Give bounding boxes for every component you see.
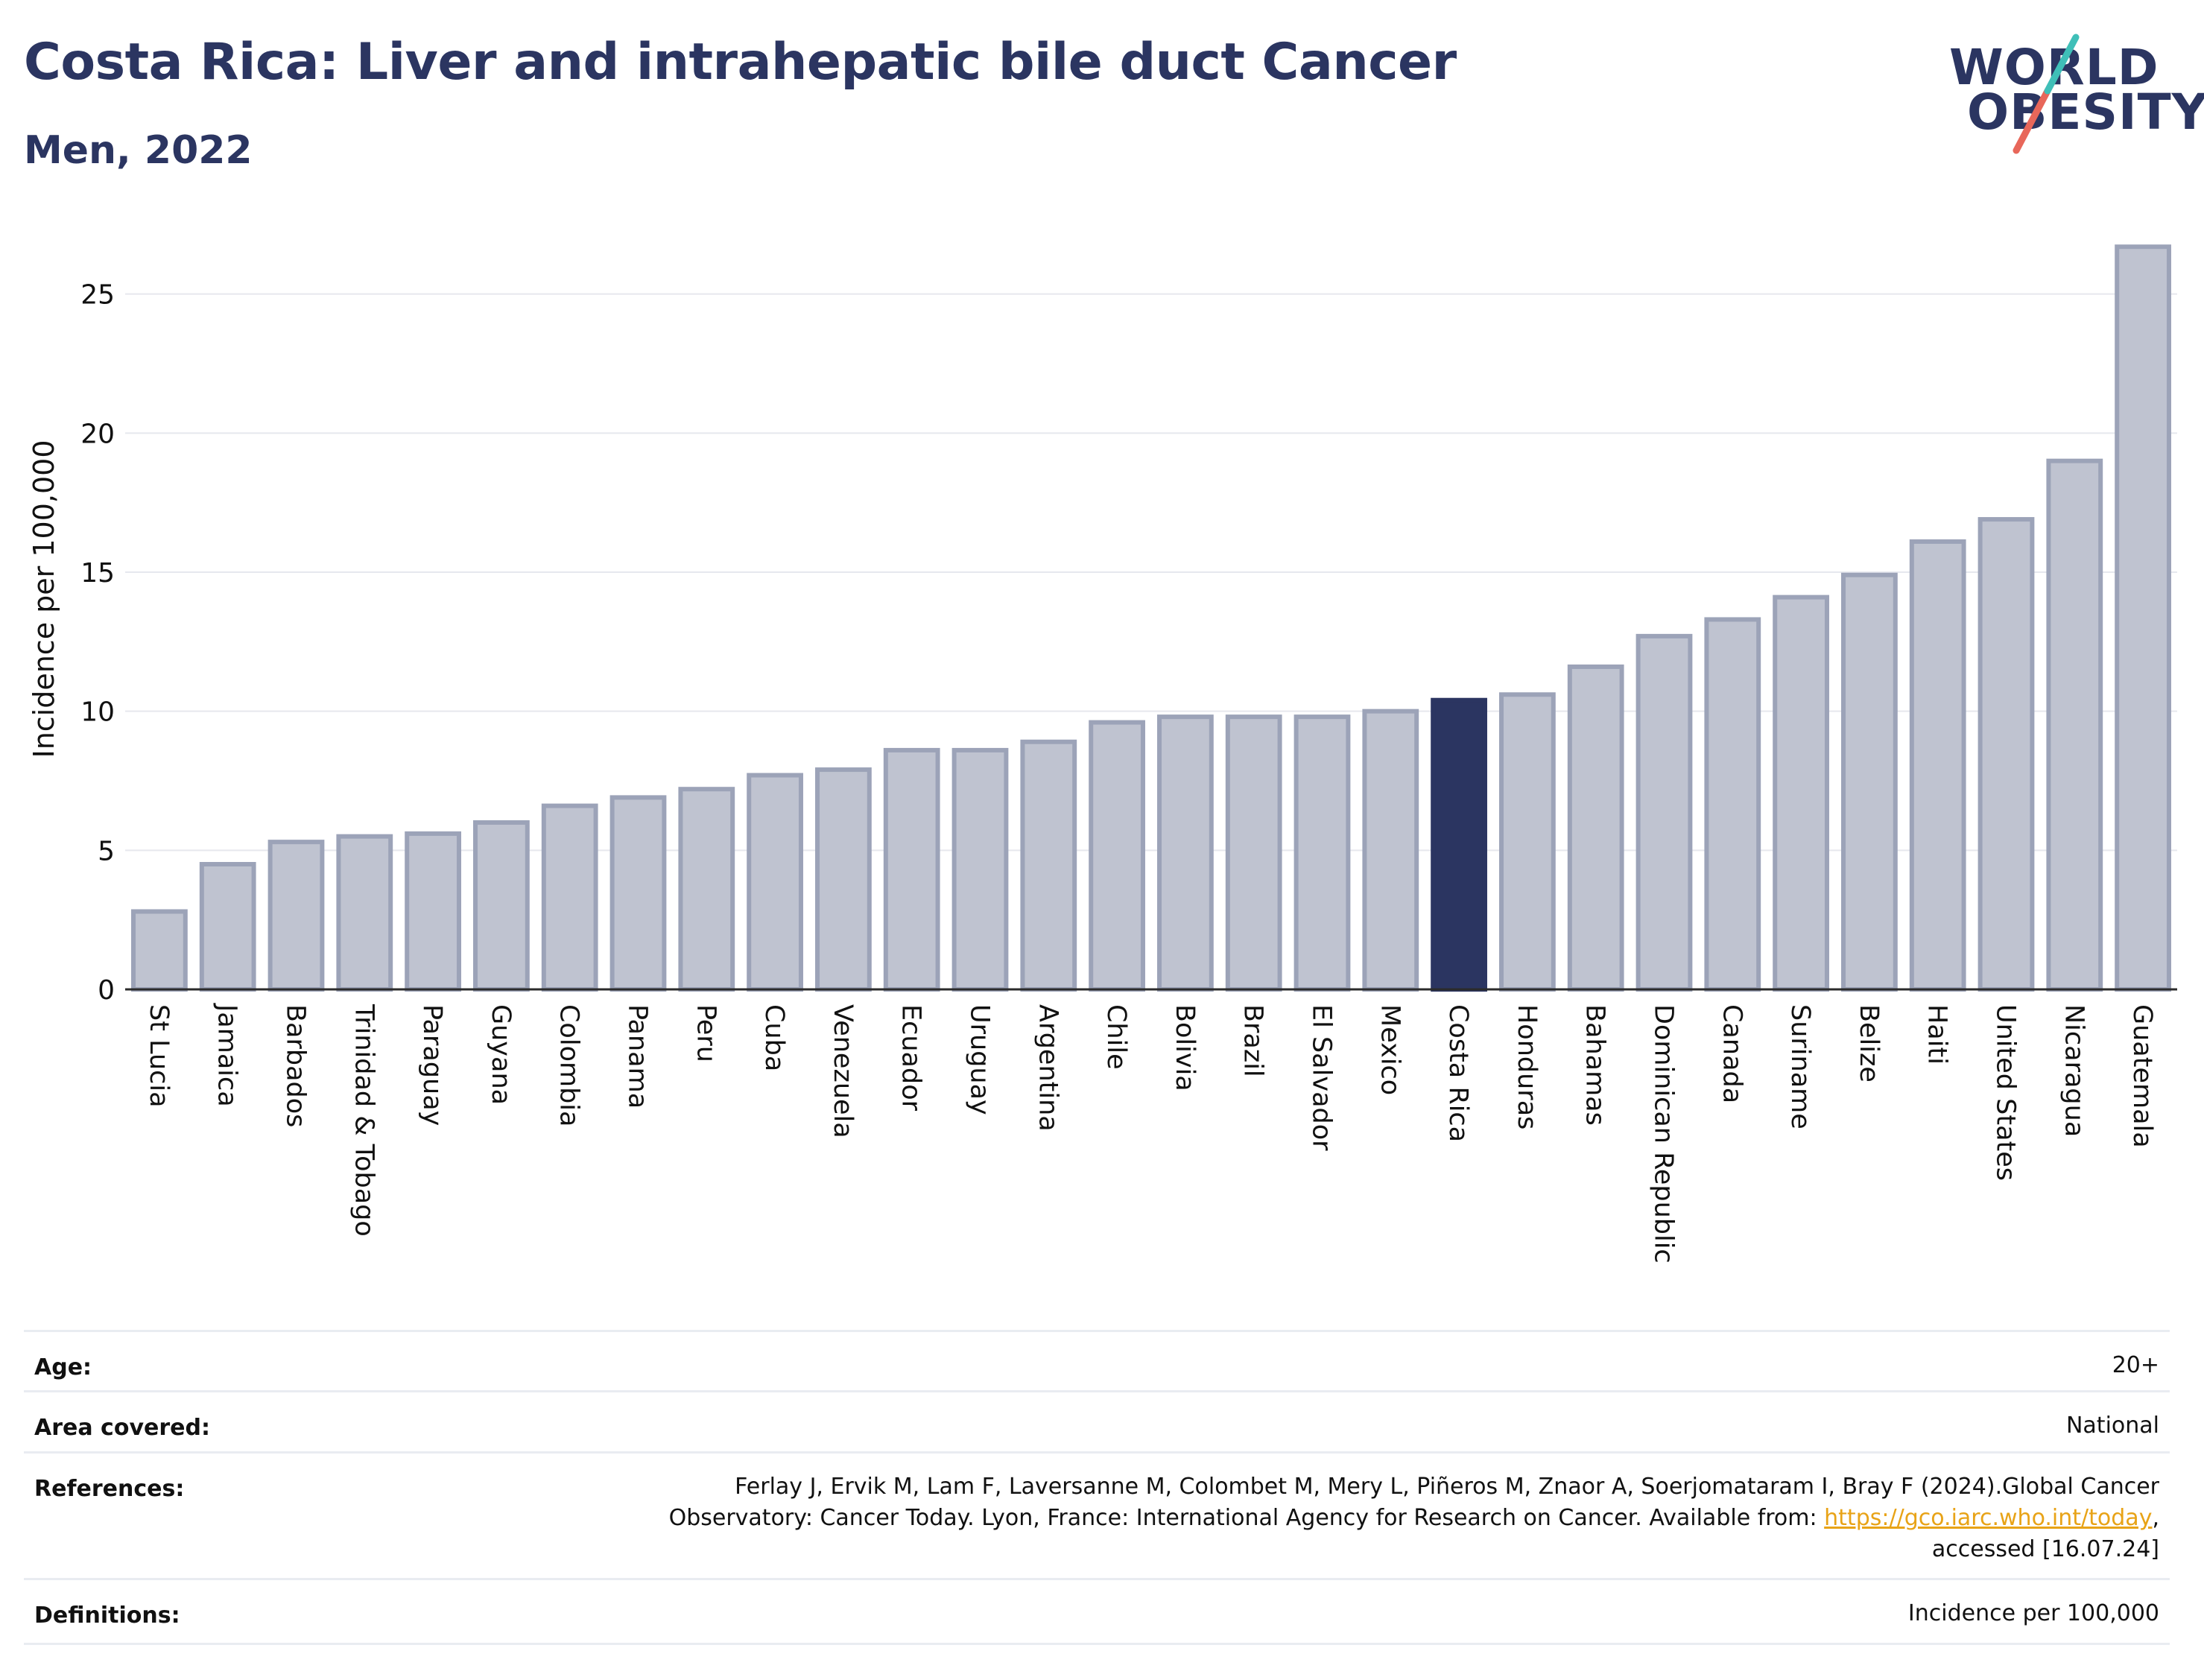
x-tick-label: Peru [691, 1004, 721, 1062]
references-line-2-text: Observatory: Cancer Today. Lyon, France:… [668, 1505, 1825, 1531]
x-tick-label: St Lucia [144, 1004, 174, 1108]
bar [1293, 714, 1351, 992]
y-axis-label: Incidence per 100,000 [28, 440, 60, 758]
bar [1089, 720, 1145, 992]
bar-chart: 0 5 10 15 20 25 St Lucia Jamaica Barbados Trinid… [28, 244, 2177, 1264]
bar [1362, 709, 1419, 992]
meta-row-references: References: Ferlay J, Ervik M, Lam F, La… [24, 1451, 2170, 1579]
bar [1567, 664, 1624, 992]
meta-row-area: Area covered: National [24, 1390, 2170, 1452]
x-tick-label: Barbados [281, 1004, 311, 1127]
references-line-1: Ferlay J, Ervik M, Lam F, Laversanne M, … [735, 1474, 2159, 1500]
bar [815, 767, 872, 992]
references-line-2-end: , [2152, 1505, 2159, 1531]
bar-highlight [1431, 697, 1487, 992]
references-line-2: Observatory: Cancer Today. Lyon, France:… [669, 1503, 2159, 1534]
bar [1909, 539, 1966, 992]
meta-age-value: 20+ [2112, 1352, 2159, 1378]
meta-row-definitions: Definitions: Incidence per 100,000 [24, 1578, 2170, 1645]
logo-line-2: OBESITY [1967, 83, 2204, 141]
bar [131, 909, 188, 992]
bar [1499, 692, 1556, 992]
x-tick-label: El Salvador [1307, 1004, 1337, 1151]
x-tick-label: Nicaragua [2059, 1004, 2089, 1137]
bar [199, 862, 256, 992]
x-tick-label: Venezuela [828, 1004, 858, 1138]
meta-definitions-value: Incidence per 100,000 [1907, 1600, 2159, 1626]
x-tick-label: Chile [1101, 1004, 1131, 1070]
bar [1841, 572, 1898, 992]
x-tick-label: Honduras [1512, 1004, 1542, 1129]
bar [1977, 517, 2035, 992]
bar [883, 747, 940, 992]
bar [2115, 244, 2171, 992]
meta-area-label: Area covered: [34, 1415, 210, 1441]
logo-slash-icon [2013, 34, 2080, 154]
x-tick-label: Uruguay [965, 1004, 995, 1115]
page-subtitle: Men, 2022 [24, 128, 253, 173]
meta-references-label: References: [34, 1476, 185, 1502]
y-tick-label: 20 [80, 419, 115, 449]
bar [336, 834, 393, 992]
x-tick-label: Argentina [1033, 1004, 1063, 1132]
x-tick-label: Haiti [1922, 1004, 1952, 1065]
y-tick-label: 10 [80, 697, 115, 728]
bar [1020, 739, 1077, 992]
meta-area-value: National [2065, 1413, 2159, 1439]
bar [541, 803, 598, 992]
x-tick-label: Guatemala [2127, 1004, 2157, 1148]
x-tick-label: Panama [623, 1004, 653, 1109]
bar [609, 795, 667, 992]
x-axis-ticks: St Lucia Jamaica Barbados Trinidad & Tobago… [144, 1003, 2157, 1264]
bar [1635, 633, 1693, 992]
meta-references-value: Ferlay J, Ervik M, Lam F, Laversanne M, … [669, 1471, 2159, 1565]
bar [473, 820, 530, 992]
bar [678, 787, 735, 992]
x-tick-label: Bahamas [1580, 1004, 1610, 1126]
bars [131, 244, 2171, 992]
references-line-3: accessed [16.07.24] [1931, 1536, 2159, 1562]
x-tick-label: Jamaica [212, 1003, 242, 1107]
bar [405, 831, 461, 992]
x-tick-label: Ecuador [896, 1004, 926, 1112]
y-tick-label: 0 [98, 975, 115, 1006]
y-tick-label: 15 [80, 558, 115, 589]
references-link[interactable]: https://gco.iarc.who.int/today [1824, 1505, 2153, 1531]
x-tick-label: Canada [1717, 1004, 1747, 1103]
bar [2046, 458, 2103, 992]
x-tick-label: Mexico [1375, 1004, 1405, 1095]
x-tick-label: Trinidad & Tobago [349, 1004, 379, 1237]
x-tick-label: United States [1991, 1004, 2021, 1181]
bar [1157, 714, 1214, 992]
x-tick-label: Dominican Republic [1649, 1004, 1679, 1264]
x-tick-label: Guyana [486, 1004, 516, 1105]
bar [1773, 595, 1829, 992]
x-tick-label: Brazil [1238, 1004, 1268, 1077]
x-tick-label: Costa Rica [1443, 1004, 1473, 1142]
world-obesity-logo: WORLD OBESITY [1937, 22, 2204, 156]
logo-slash-red [2013, 87, 2051, 154]
x-tick-label: Paraguay [417, 1004, 447, 1126]
x-tick-label: Belize [1854, 1004, 1884, 1083]
x-tick-label: Cuba [759, 1004, 789, 1071]
meta-definitions-label: Definitions: [34, 1603, 180, 1629]
bar [747, 773, 803, 992]
meta-row-age: Age: 20+ [24, 1330, 2170, 1392]
x-tick-label: Suriname [1785, 1004, 1815, 1129]
bar [1225, 714, 1282, 992]
x-tick-label: Bolivia [1170, 1004, 1200, 1091]
page-title: Costa Rica: Liver and intrahepatic bile … [24, 33, 1457, 92]
meta-age-label: Age: [34, 1354, 92, 1381]
bar [951, 747, 1009, 992]
bar [1704, 617, 1761, 992]
x-tick-label: Colombia [554, 1004, 584, 1126]
y-axis-ticks: 0 5 10 15 20 25 [80, 280, 115, 1006]
logo-line-1: WORLD [1949, 39, 2159, 96]
y-tick-label: 25 [80, 280, 115, 311]
bar [267, 840, 325, 992]
logo-slash-teal [2044, 34, 2080, 95]
gridlines [125, 293, 2177, 852]
y-tick-label: 5 [98, 836, 115, 866]
